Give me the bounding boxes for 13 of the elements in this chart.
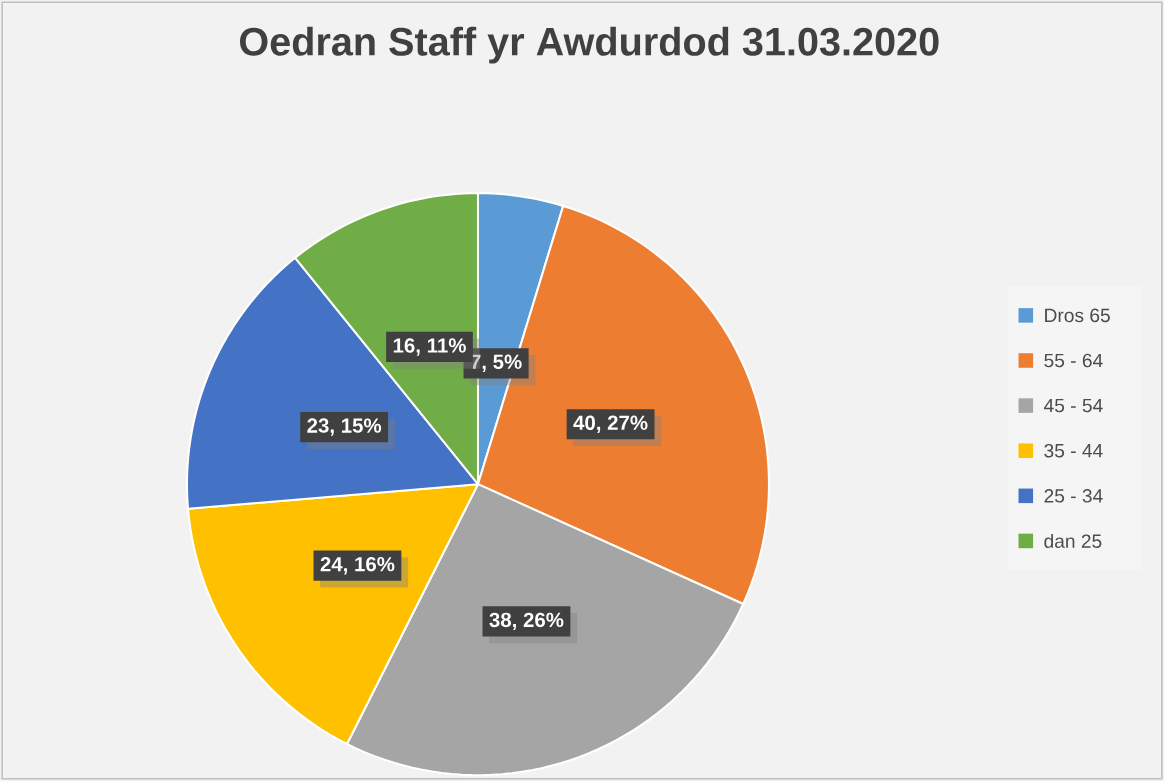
legend-label: Dros 65 — [1045, 308, 1110, 323]
data-label: 23, 15% — [307, 418, 382, 436]
data-label: 38, 26% — [489, 612, 564, 631]
legend-label: 55 - 64 — [1044, 353, 1103, 368]
legend-label: 45 - 54 — [1044, 398, 1103, 413]
legend-label: 25 - 34 — [1044, 489, 1103, 503]
legend-label: 35 - 44 — [1044, 443, 1103, 458]
data-label: 16, 11% — [393, 338, 466, 356]
data-label: 24, 16% — [320, 556, 395, 575]
legend-label: dan 25 — [1044, 533, 1102, 548]
data-label: 7, 5% — [470, 354, 522, 372]
data-label: 40, 27% — [573, 415, 648, 433]
chart-title: Oedran Staff yr Awdurdod 31.03.2020 — [239, 26, 939, 64]
